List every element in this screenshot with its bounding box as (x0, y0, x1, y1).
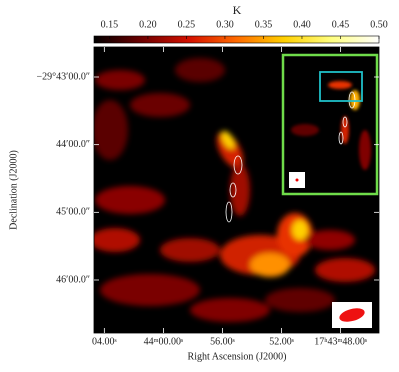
colorbar-tick-label: 0.30 (216, 19, 234, 30)
colorbar-tick-label: 0.15 (101, 19, 119, 30)
colorbar-label: K (233, 3, 242, 17)
colorbar-tick-label: 0.20 (139, 19, 157, 30)
y-tick-label: −29°43′00.0″ (37, 71, 91, 82)
x-tick-label: 04.00ˢ (92, 336, 117, 347)
y-tick-label: 46′00.0″ (56, 274, 90, 285)
y-axis-label: Declination (J2000) (8, 150, 19, 230)
plot-frame (93, 46, 380, 334)
colorbar-tick-label: 0.50 (370, 19, 388, 30)
y-tick-label: 44′00.0″ (56, 139, 90, 150)
y-tick-label: 45′00.0″ (56, 207, 90, 218)
colorbar-tick-label: 0.45 (332, 19, 350, 30)
x-tick-label: 52.00ˢ (269, 336, 294, 347)
map-image (94, 47, 379, 333)
colorbar (93, 35, 380, 44)
x-axis-label: Right Ascension (J2000) (188, 351, 287, 362)
colorbar-tick-label: 0.35 (255, 19, 273, 30)
x-tick-label: 44ᵐ00.00ˢ (144, 336, 184, 347)
x-tick-label: 17ʰ43ᵐ48.00ˢ (314, 336, 367, 347)
colorbar-tick-label: 0.40 (293, 19, 311, 30)
colorbar-tick-label: 0.25 (178, 19, 196, 30)
x-tick-label: 56.00ˢ (210, 336, 235, 347)
